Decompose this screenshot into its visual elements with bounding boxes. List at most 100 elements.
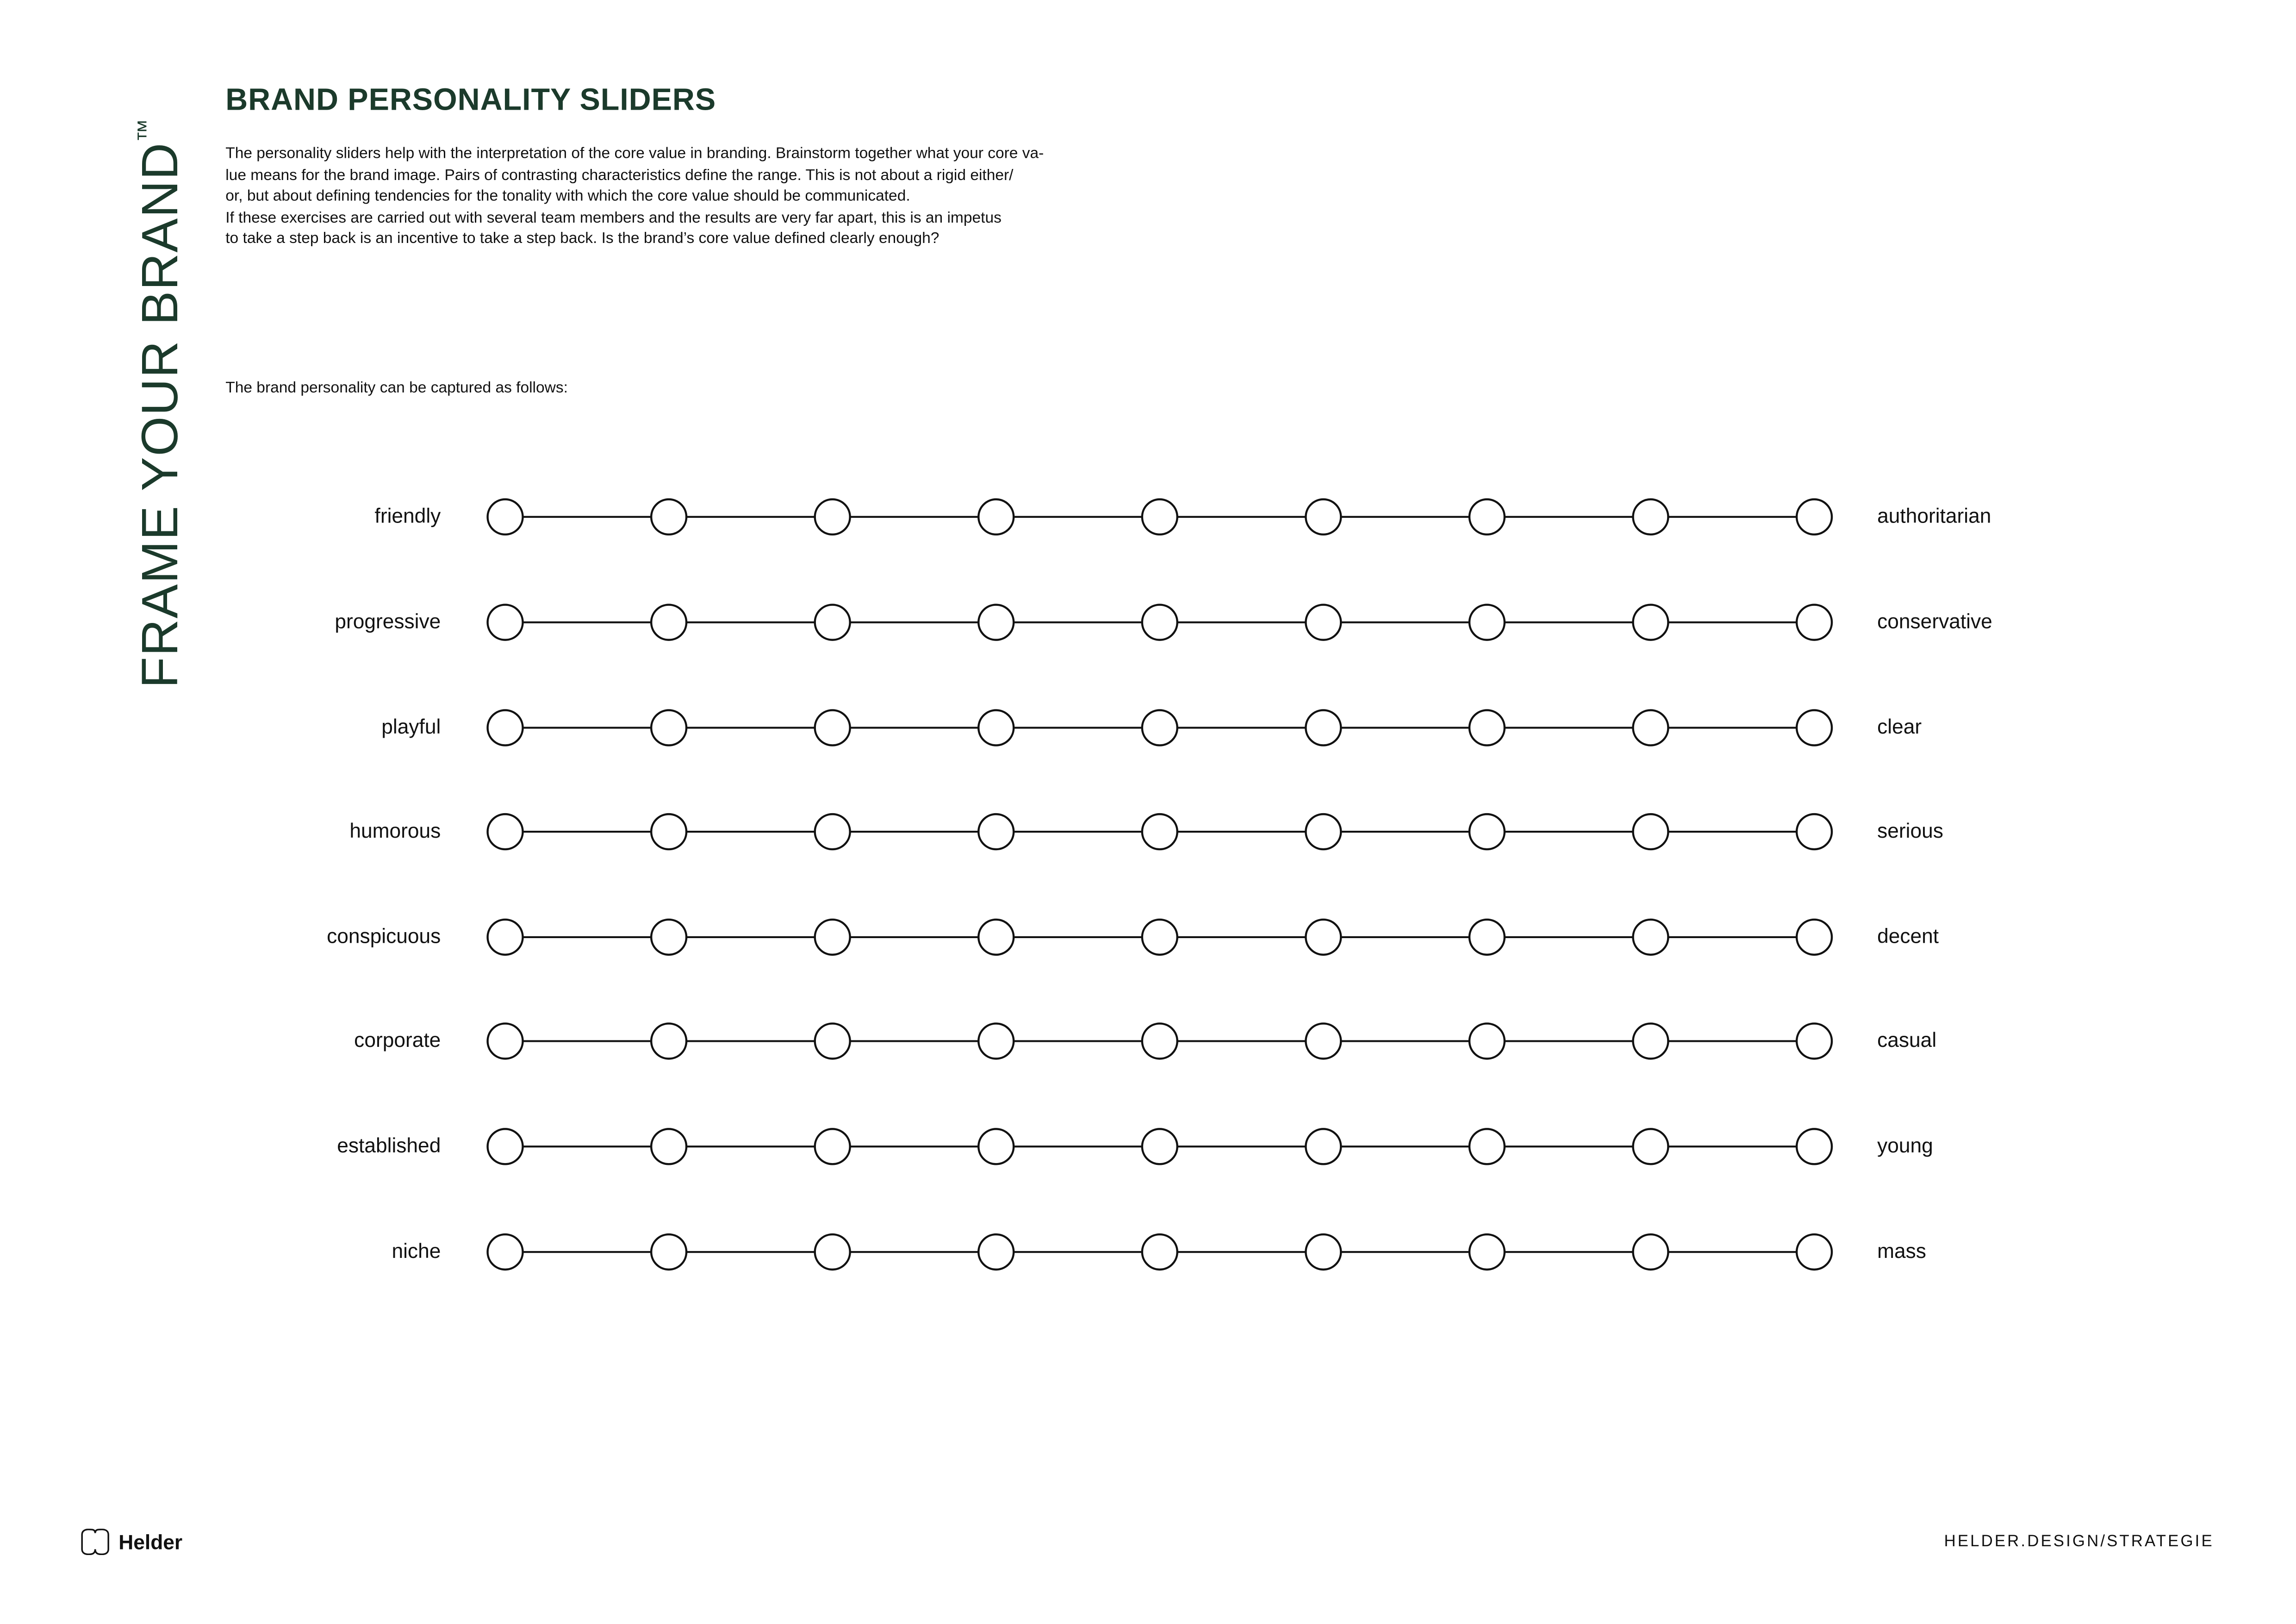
- slider-option-4[interactable]: [977, 709, 1015, 747]
- slider-conspicuous-decent[interactable]: [486, 918, 1833, 956]
- slider-option-7[interactable]: [1468, 604, 1506, 641]
- slider-option-9[interactable]: [1795, 604, 1833, 641]
- slider-option-6[interactable]: [1305, 1128, 1342, 1165]
- slider-option-4[interactable]: [977, 498, 1015, 536]
- slider-option-5[interactable]: [1141, 1022, 1178, 1060]
- slider-option-2[interactable]: [650, 709, 688, 747]
- slider-option-3[interactable]: [814, 1022, 851, 1060]
- slider-option-9[interactable]: [1795, 709, 1833, 747]
- slider-option-7[interactable]: [1468, 498, 1506, 536]
- slider-progressive-conservative[interactable]: [486, 604, 1833, 641]
- slider-option-2[interactable]: [650, 813, 688, 851]
- slider-label-right: clear: [1877, 714, 1922, 738]
- slider-option-2[interactable]: [650, 918, 688, 956]
- slider-label-left: established: [337, 1133, 441, 1157]
- slider-established-young[interactable]: [486, 1128, 1833, 1165]
- slider-option-5[interactable]: [1141, 1128, 1178, 1165]
- slider-option-7[interactable]: [1468, 918, 1506, 956]
- slider-option-4[interactable]: [977, 1022, 1015, 1060]
- slider-playful-clear[interactable]: [486, 709, 1833, 747]
- slider-option-9[interactable]: [1795, 918, 1833, 956]
- slider-option-2[interactable]: [650, 1128, 688, 1165]
- slider-friendly-authoritarian[interactable]: [486, 498, 1833, 536]
- slider-option-4[interactable]: [977, 1233, 1015, 1271]
- page-title: BRAND PERSONALITY SLIDERS: [225, 83, 716, 118]
- slider-option-8[interactable]: [1632, 604, 1669, 641]
- slider-option-8[interactable]: [1632, 1128, 1669, 1165]
- slider-option-6[interactable]: [1305, 604, 1342, 641]
- slider-option-6[interactable]: [1305, 709, 1342, 747]
- slider-option-7[interactable]: [1468, 1233, 1506, 1271]
- slider-option-1[interactable]: [486, 498, 524, 536]
- slider-option-9[interactable]: [1795, 1128, 1833, 1165]
- slider-option-3[interactable]: [814, 709, 851, 747]
- intro-line: or, but about defining tendencies for th…: [225, 187, 910, 205]
- slider-option-4[interactable]: [977, 813, 1015, 851]
- slider-option-2[interactable]: [650, 604, 688, 641]
- slider-option-1[interactable]: [486, 813, 524, 851]
- slider-option-6[interactable]: [1305, 1233, 1342, 1271]
- slider-option-5[interactable]: [1141, 498, 1178, 536]
- slider-corporate-casual[interactable]: [486, 1022, 1833, 1060]
- lead-text: The brand personality can be captured as…: [225, 379, 568, 397]
- slider-label-right: conservative: [1877, 609, 1992, 633]
- slider-niche-mass[interactable]: [486, 1233, 1833, 1271]
- slider-option-1[interactable]: [486, 709, 524, 747]
- slider-option-6[interactable]: [1305, 498, 1342, 536]
- slider-option-5[interactable]: [1141, 604, 1178, 641]
- slider-option-8[interactable]: [1632, 1022, 1669, 1060]
- slider-option-4[interactable]: [977, 918, 1015, 956]
- slider-option-7[interactable]: [1468, 709, 1506, 747]
- slider-option-5[interactable]: [1141, 709, 1178, 747]
- slider-option-2[interactable]: [650, 1022, 688, 1060]
- slider-option-6[interactable]: [1305, 1022, 1342, 1060]
- slider-label-left: conspicuous: [327, 924, 441, 948]
- slider-option-3[interactable]: [814, 498, 851, 536]
- slider-option-2[interactable]: [650, 498, 688, 536]
- slider-option-8[interactable]: [1632, 1233, 1669, 1271]
- intro-line: to take a step back is an incentive to t…: [225, 230, 940, 248]
- slider-option-5[interactable]: [1141, 918, 1178, 956]
- slider-option-7[interactable]: [1468, 813, 1506, 851]
- slider-option-8[interactable]: [1632, 813, 1669, 851]
- slider-option-3[interactable]: [814, 1128, 851, 1165]
- slider-option-3[interactable]: [814, 604, 851, 641]
- slider-label-right: young: [1877, 1133, 1933, 1157]
- slider-option-7[interactable]: [1468, 1128, 1506, 1165]
- slider-option-1[interactable]: [486, 1022, 524, 1060]
- slider-option-3[interactable]: [814, 813, 851, 851]
- slider-option-2[interactable]: [650, 1233, 688, 1271]
- slider-option-7[interactable]: [1468, 1022, 1506, 1060]
- slider-option-9[interactable]: [1795, 1233, 1833, 1271]
- slider-option-8[interactable]: [1632, 498, 1669, 536]
- slider-label-right: decent: [1877, 924, 1939, 948]
- slider-option-1[interactable]: [486, 604, 524, 641]
- intro-line: If these exercises are carried out with …: [225, 208, 1002, 226]
- slider-option-6[interactable]: [1305, 813, 1342, 851]
- slider-option-3[interactable]: [814, 918, 851, 956]
- slider-label-right: serious: [1877, 818, 1943, 842]
- slider-label-left: friendly: [374, 504, 441, 528]
- slider-option-1[interactable]: [486, 1233, 524, 1271]
- slider-option-5[interactable]: [1141, 813, 1178, 851]
- helder-logo-icon: [81, 1529, 109, 1556]
- slider-option-8[interactable]: [1632, 918, 1669, 956]
- slider-option-8[interactable]: [1632, 709, 1669, 747]
- intro-paragraph: The personality sliders help with the in…: [225, 143, 1251, 249]
- slider-option-3[interactable]: [814, 1233, 851, 1271]
- slider-option-1[interactable]: [486, 1128, 524, 1165]
- slider-option-4[interactable]: [977, 604, 1015, 641]
- slider-option-9[interactable]: [1795, 813, 1833, 851]
- intro-line: The personality sliders help with the in…: [225, 145, 1044, 163]
- slider-label-left: niche: [392, 1238, 441, 1263]
- slider-option-6[interactable]: [1305, 918, 1342, 956]
- slider-option-5[interactable]: [1141, 1233, 1178, 1271]
- footer-url[interactable]: HELDER.DESIGN/STRATEGIE: [1944, 1533, 2214, 1551]
- slider-option-9[interactable]: [1795, 1022, 1833, 1060]
- slider-option-4[interactable]: [977, 1128, 1015, 1165]
- slider-option-1[interactable]: [486, 918, 524, 956]
- slider-label-left: playful: [381, 714, 441, 738]
- slider-humorous-serious[interactable]: [486, 813, 1833, 851]
- slider-option-9[interactable]: [1795, 498, 1833, 536]
